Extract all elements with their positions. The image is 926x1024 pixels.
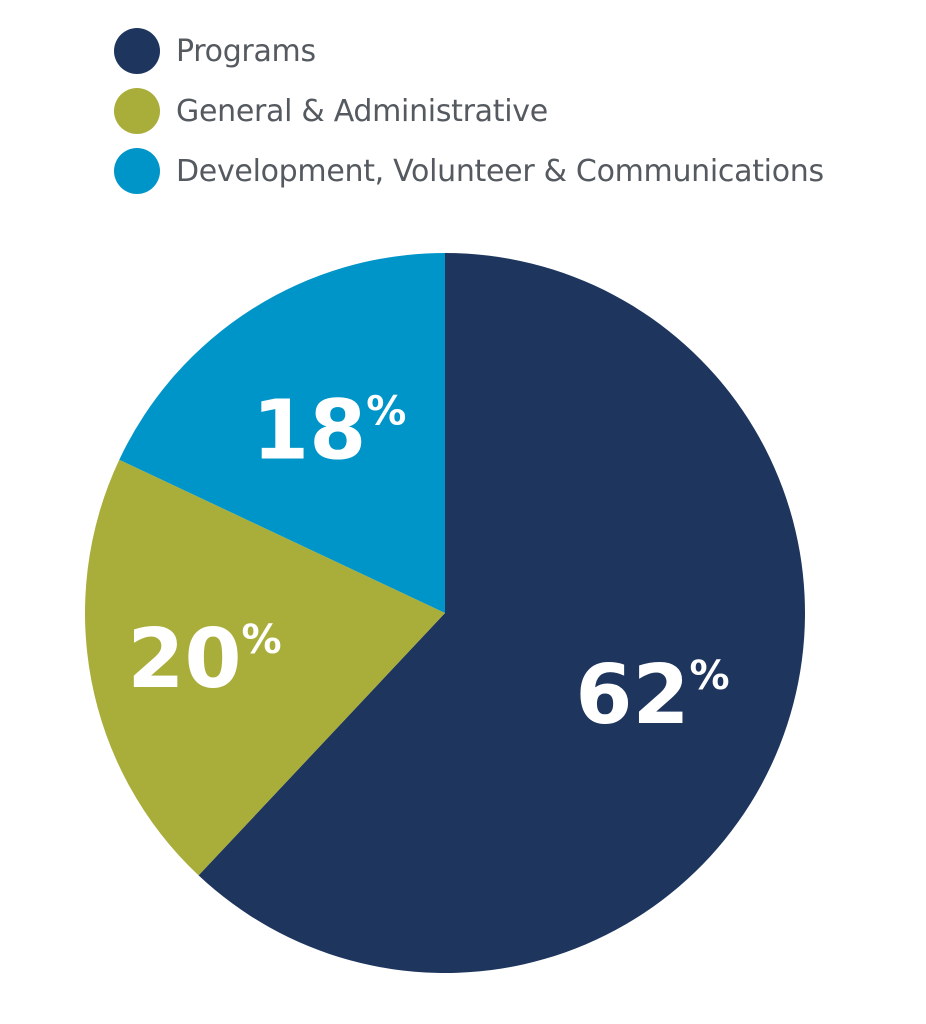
- legend-label-development-volunteer-communications: Development, Volunteer & Communications: [176, 153, 824, 189]
- legend-item-development-volunteer-communications: Development, Volunteer & Communications: [114, 148, 824, 194]
- pie-label-development-volunteer-communications: 18%: [252, 384, 406, 479]
- pie-slice-development-volunteer-communications: [119, 253, 445, 613]
- legend-swatch-general-administrative: [114, 88, 160, 134]
- chart-legend: Programs General & Administrative Develo…: [114, 28, 824, 208]
- pie-slice-general-administrative: [85, 459, 445, 876]
- pie-label-programs: 62%: [575, 648, 729, 743]
- legend-swatch-programs: [114, 28, 160, 74]
- legend-swatch-development-volunteer-communications: [114, 148, 160, 194]
- legend-item-programs: Programs: [114, 28, 824, 74]
- pie-slice-programs: [198, 253, 805, 973]
- pie-slices: [85, 253, 805, 973]
- legend-label-general-administrative: General & Administrative: [176, 93, 548, 129]
- legend-label-programs: Programs: [176, 33, 316, 69]
- legend-item-general-administrative: General & Administrative: [114, 88, 824, 134]
- pie-slice-labels: 62% 20% 18%: [127, 384, 729, 744]
- pie-label-general-administrative: 20%: [127, 612, 281, 707]
